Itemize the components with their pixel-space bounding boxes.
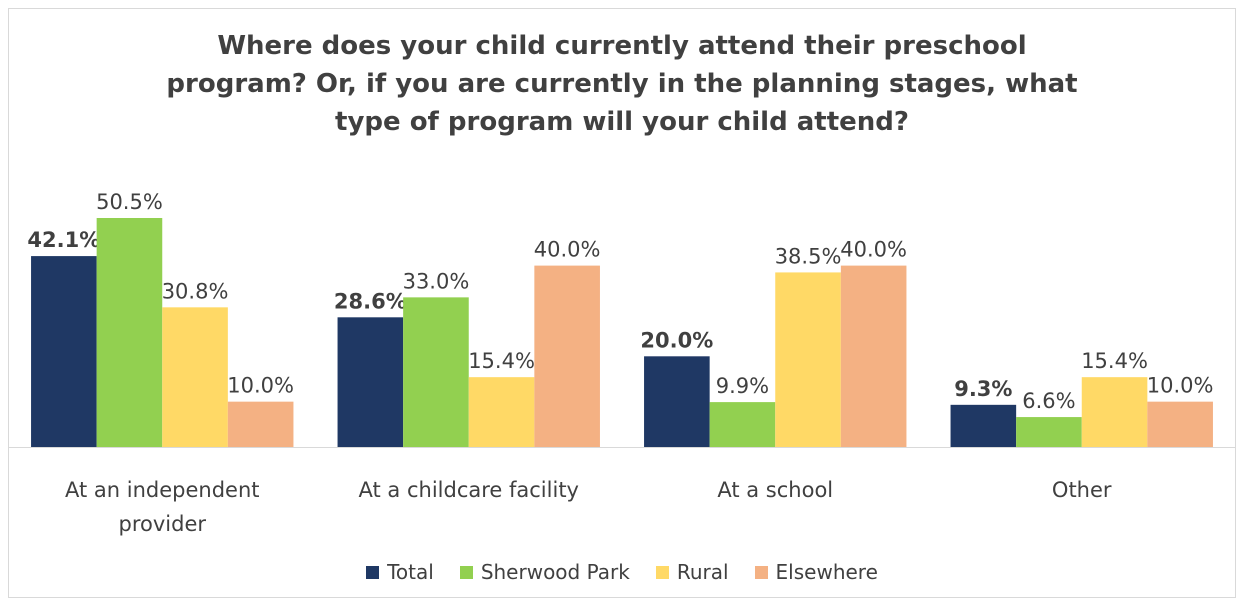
category-label-3: Other: [1052, 478, 1112, 502]
data-label-elsewhere-0: 10.0%: [227, 374, 294, 398]
legend-item-total: Total: [366, 560, 434, 584]
data-label-total-3: 9.3%: [954, 377, 1012, 401]
bar-rural-0: [162, 307, 228, 447]
bar-elsewhere-2: [840, 265, 907, 447]
bar-elsewhere-1: [534, 265, 600, 447]
bar-rural-2: [775, 272, 841, 447]
data-label-rural-3: 15.4%: [1081, 349, 1148, 373]
bar-rural-3: [1081, 377, 1148, 447]
data-label-rural-2: 38.5%: [775, 244, 842, 268]
legend-label: Elsewhere: [775, 560, 878, 584]
bar-sherwood-park-0: [96, 218, 163, 447]
legend-swatch: [754, 565, 768, 579]
legend-swatch: [459, 565, 473, 579]
category-label-1: At a childcare facility: [359, 478, 579, 502]
data-label-rural-0: 30.8%: [162, 279, 229, 303]
bar-total-3: [950, 404, 1017, 447]
data-label-total-0: 42.1%: [27, 228, 100, 252]
bar-total-2: [644, 356, 710, 447]
data-label-elsewhere-3: 10.0%: [1147, 374, 1214, 398]
data-label-sherwood-park-1: 33.0%: [403, 269, 470, 293]
bar-sherwood-park-1: [403, 297, 469, 447]
legend-label: Rural: [676, 560, 729, 584]
category-label-2: At a school: [717, 478, 833, 502]
data-label-sherwood-park-3: 6.6%: [1022, 389, 1075, 413]
bar-rural-1: [468, 377, 535, 447]
data-label-total-2: 20.0%: [640, 328, 713, 352]
bar-sherwood-park-2: [709, 402, 776, 447]
data-label-rural-1: 15.4%: [468, 349, 535, 373]
bar-elsewhere-0: [227, 401, 294, 447]
legend-swatch: [655, 565, 669, 579]
data-label-elsewhere-2: 40.0%: [840, 238, 907, 262]
legend-item-rural: Rural: [655, 560, 729, 584]
legend-label: Sherwood Park: [480, 560, 630, 584]
bar-total-0: [31, 256, 97, 447]
category-label-0: At an independent: [65, 478, 260, 502]
chart-title: Where does your child currently attend t…: [0, 27, 1244, 141]
chart-legend: Total Sherwood Park Rural Elsewhere: [0, 560, 1244, 584]
data-label-elsewhere-1: 40.0%: [534, 238, 601, 262]
chart-title-line-3: type of program will your child attend?: [335, 107, 909, 137]
data-label-sherwood-park-0: 50.5%: [96, 190, 163, 214]
legend-item-sherwood-park: Sherwood Park: [459, 560, 630, 584]
data-label-sherwood-park-2: 9.9%: [716, 374, 769, 398]
bar-total-1: [337, 317, 404, 447]
legend-swatch: [366, 565, 380, 579]
bar-sherwood-park-3: [1016, 417, 1082, 447]
data-label-total-1: 28.6%: [334, 289, 407, 313]
chart-frame: [8, 8, 1236, 598]
legend-item-elsewhere: Elsewhere: [754, 560, 878, 584]
chart-title-line-2: program? Or, if you are currently in the…: [166, 69, 1078, 99]
chart-title-line-1: Where does your child currently attend t…: [217, 31, 1027, 61]
bar-elsewhere-3: [1147, 401, 1213, 447]
category-label-0: provider: [119, 512, 207, 536]
legend-label: Total: [387, 560, 434, 584]
